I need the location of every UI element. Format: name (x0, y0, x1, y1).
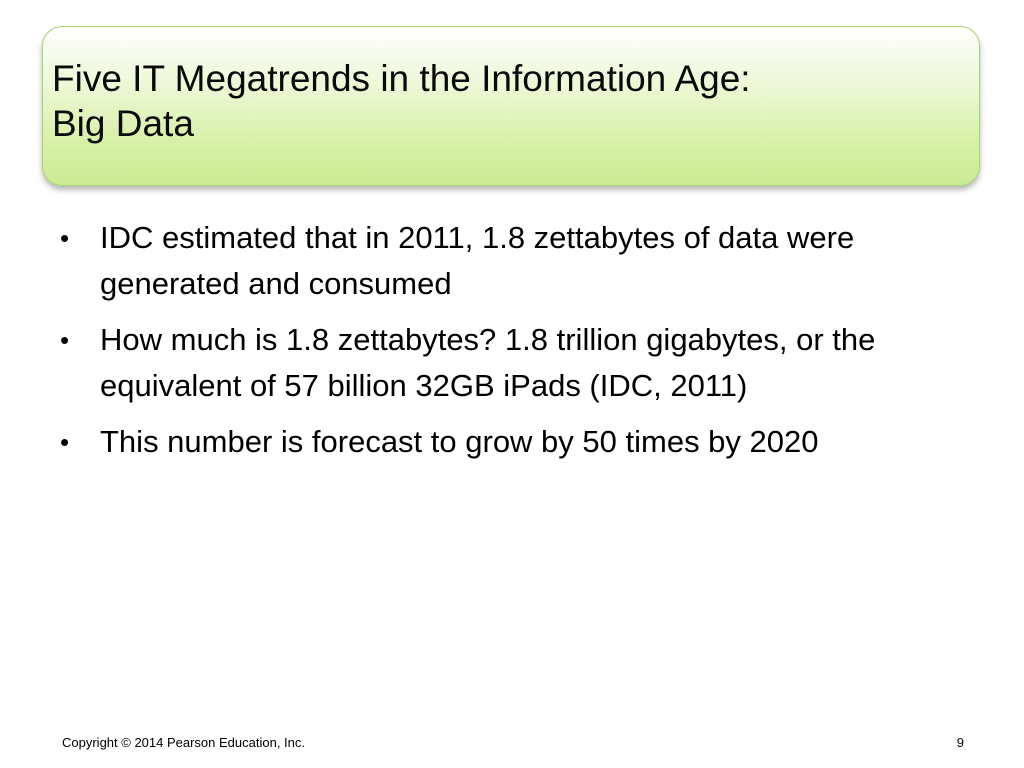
bullet-item: • How much is 1.8 zettabytes? 1.8 trilli… (60, 317, 970, 409)
bullet-dot-icon: • (60, 325, 70, 355)
title-line-2: Big Data (52, 103, 194, 144)
bullet-item: • This number is forecast to grow by 50 … (60, 419, 970, 465)
footer-copyright: Copyright © 2014 Pearson Education, Inc. (62, 735, 306, 750)
bullet-list: • IDC estimated that in 2011, 1.8 zettab… (60, 215, 970, 475)
bullet-dot-icon: • (60, 427, 70, 457)
title-line-1: Five IT Megatrends in the Information Ag… (52, 58, 751, 99)
title-banner (42, 26, 980, 186)
bullet-dot-icon: • (60, 223, 70, 253)
slide-title: Five IT Megatrends in the Information Ag… (52, 56, 751, 146)
bullet-item: • IDC estimated that in 2011, 1.8 zettab… (60, 215, 970, 307)
bullet-text: How much is 1.8 zettabytes? 1.8 trillion… (100, 322, 876, 403)
page-number: 9 (956, 735, 964, 750)
bullet-text: This number is forecast to grow by 50 ti… (100, 424, 819, 459)
bullet-text: IDC estimated that in 2011, 1.8 zettabyt… (100, 220, 855, 301)
